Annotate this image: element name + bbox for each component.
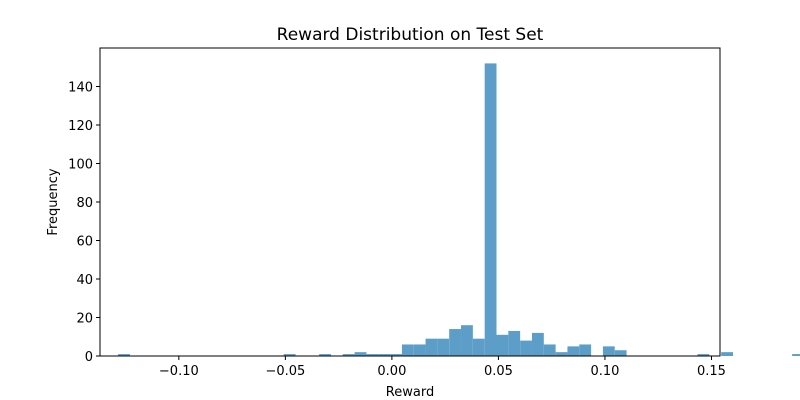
histogram-bar <box>437 338 450 356</box>
histogram-bar <box>472 338 485 356</box>
histogram-bar <box>118 354 130 356</box>
y-tick-label: 100 <box>68 158 93 173</box>
histogram-bar <box>721 352 733 356</box>
histogram-bar <box>366 354 379 356</box>
histogram-bar <box>413 344 426 356</box>
histogram-bar <box>555 352 568 356</box>
histogram-bar <box>496 334 509 356</box>
y-tick-label: 140 <box>68 81 93 96</box>
x-tick-label: 0.05 <box>484 364 513 379</box>
histogram-bar <box>425 338 438 356</box>
x-axis-ticks: −0.10 −0.05 0.00 0.05 0.10 0.15 <box>159 356 726 379</box>
histogram-bar <box>697 354 710 356</box>
x-axis-label: Reward <box>386 385 434 400</box>
histogram-bar <box>449 329 462 356</box>
histogram-bar <box>484 63 497 357</box>
histogram-bar <box>378 354 391 356</box>
y-tick-label: 40 <box>76 273 93 288</box>
histogram-bar <box>390 354 402 356</box>
plot-frame <box>99 47 721 357</box>
histogram-bar <box>508 330 521 356</box>
histogram-bar <box>614 350 627 356</box>
x-tick-label: 0.10 <box>590 364 619 379</box>
x-tick-label: 0.15 <box>697 364 726 379</box>
histogram-bar <box>579 344 592 356</box>
x-tick-label: −0.05 <box>265 364 305 379</box>
histogram-bar <box>602 346 615 356</box>
y-tick-label: 80 <box>76 196 93 211</box>
histogram-bar <box>283 354 296 356</box>
histogram-bar <box>792 354 800 356</box>
histogram-bar <box>520 340 532 356</box>
histogram-bar <box>461 325 473 356</box>
histogram-bar <box>567 346 580 356</box>
y-tick-label: 20 <box>76 312 93 327</box>
histogram-bar <box>354 352 367 356</box>
histogram-bar <box>543 344 556 356</box>
histogram-bars <box>118 63 800 357</box>
y-tick-label: 60 <box>76 235 93 250</box>
y-tick-label: 0 <box>85 350 93 365</box>
y-axis-label: Frequency <box>46 168 61 235</box>
histogram-bar <box>342 354 355 356</box>
y-axis-ticks: 0 20 40 60 80 100 120 140 <box>68 81 100 365</box>
x-tick-label: 0.00 <box>377 364 406 379</box>
x-tick-label: −0.10 <box>159 364 199 379</box>
histogram-bar <box>401 344 414 356</box>
histogram-bar <box>319 354 331 356</box>
chart-title: Reward Distribution on Test Set <box>277 25 544 45</box>
histogram-bar <box>531 332 544 356</box>
y-tick-label: 120 <box>68 119 93 134</box>
